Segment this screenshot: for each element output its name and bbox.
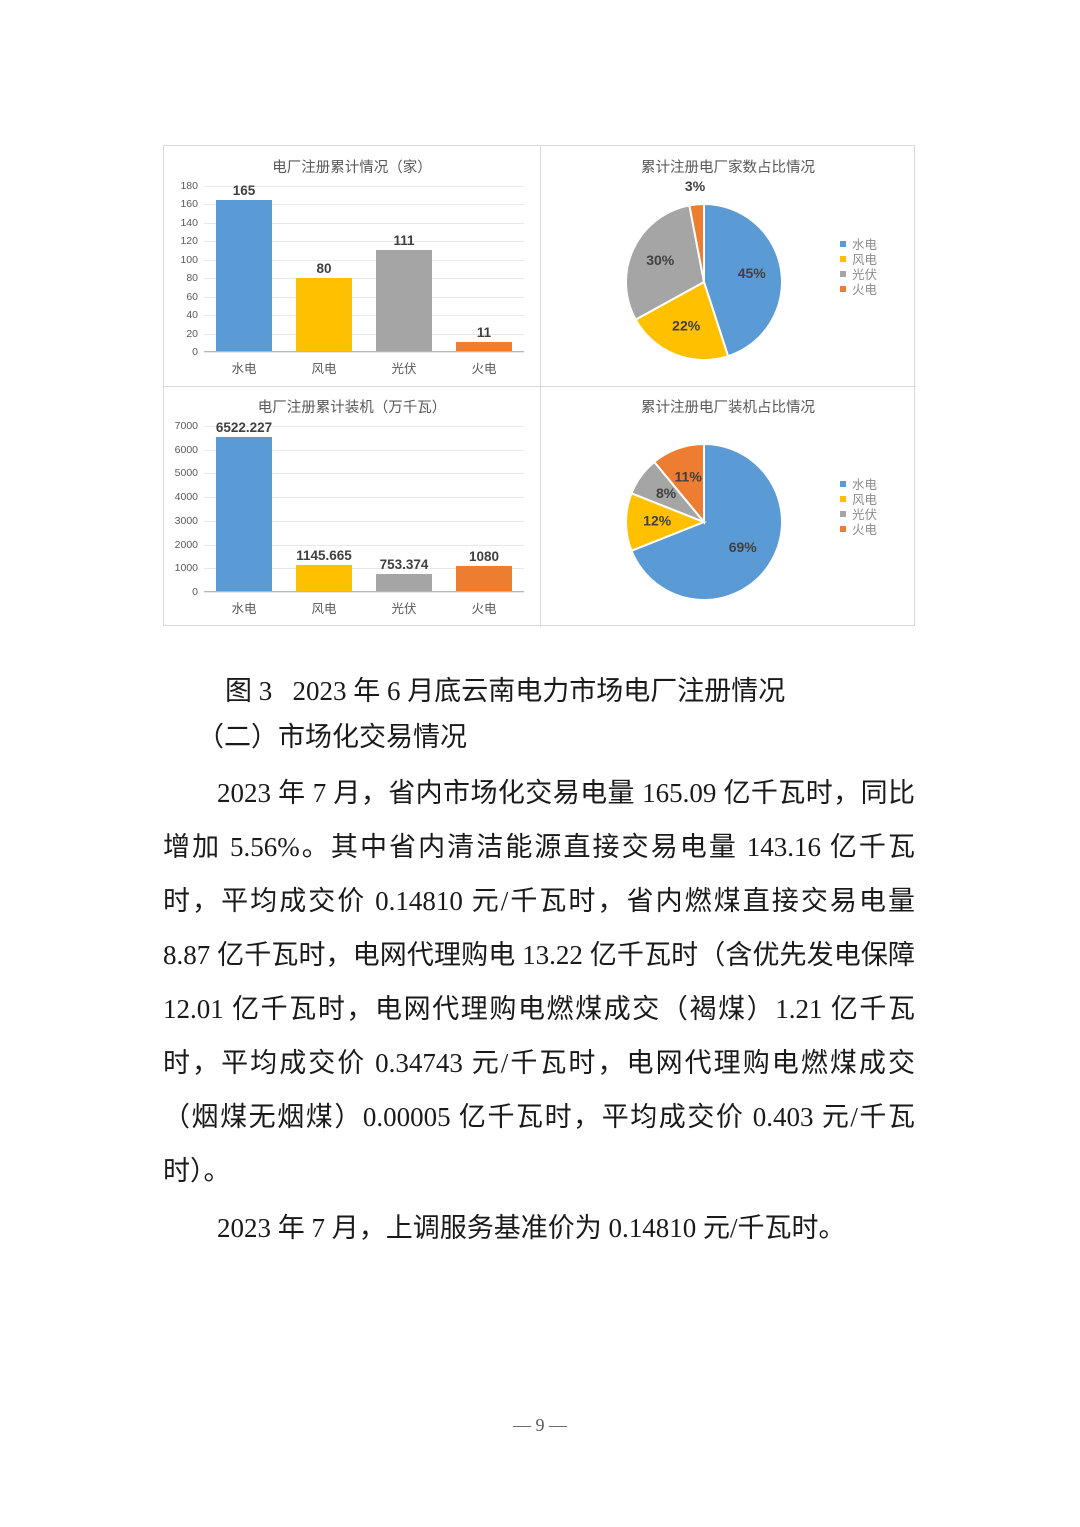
svg-text:8%: 8% [656,485,677,501]
svg-text:22%: 22% [672,318,701,334]
svg-text:11%: 11% [675,469,703,485]
svg-text:45%: 45% [738,265,767,281]
svg-text:12%: 12% [643,513,672,529]
svg-text:30%: 30% [646,252,675,268]
svg-text:3%: 3% [685,178,706,194]
svg-text:69%: 69% [729,539,758,555]
